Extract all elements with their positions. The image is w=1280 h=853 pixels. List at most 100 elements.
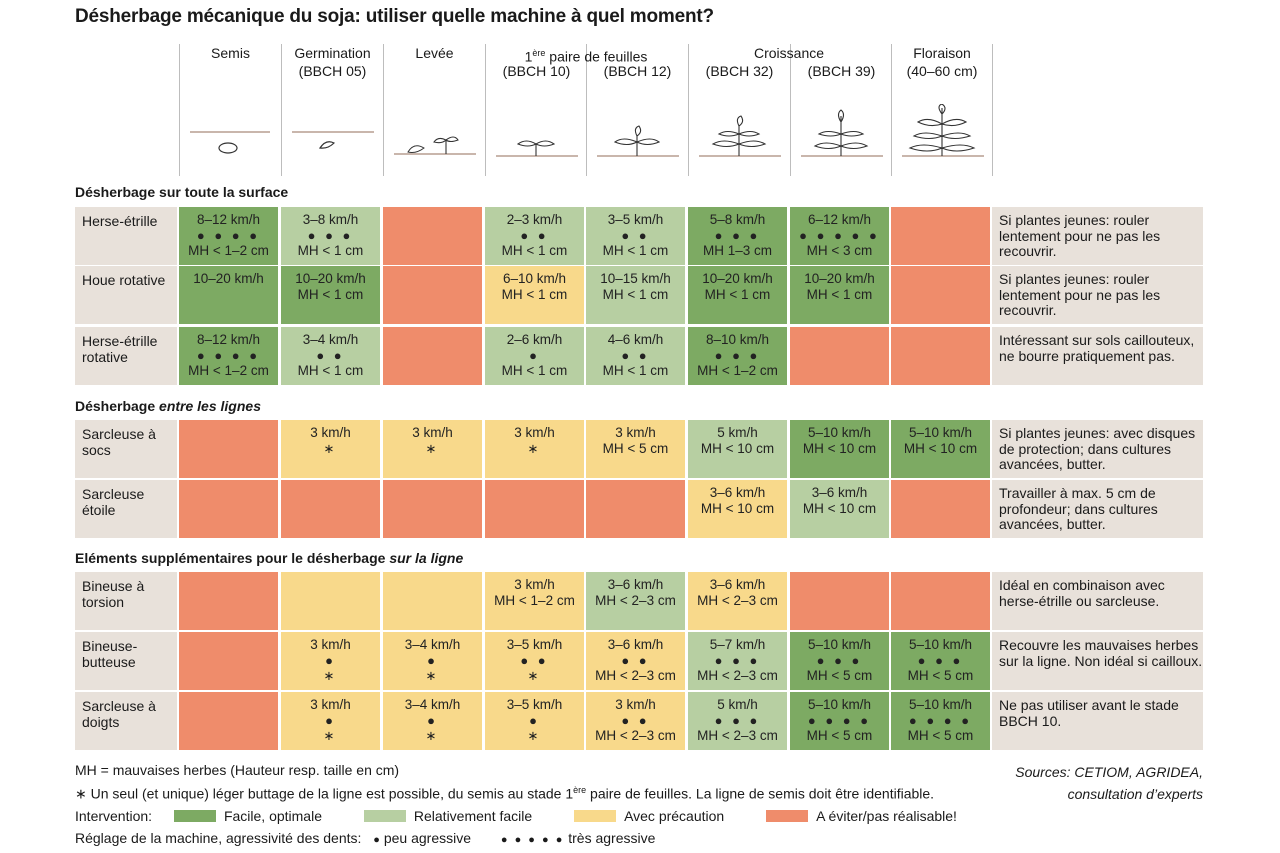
matrix-cell: 10–15 km/h MH < 1 cm	[586, 266, 685, 324]
cell-line: MH < 1 cm	[297, 243, 364, 258]
matrix-cell: 5–10 km/h MH < 10 cm	[790, 420, 889, 478]
matrix-cell	[281, 480, 380, 538]
matrix-cell: 8–12 km/h ● ● ● ● MH < 1–2 cm	[179, 327, 278, 385]
stage-sublabel: (BBCH 12)	[603, 63, 672, 79]
cell-line: ● ●	[621, 227, 650, 243]
cell-line: 2–3 km/h	[506, 212, 563, 227]
matrix-cell: 5–10 km/h ● ● ● MH < 5 cm	[790, 632, 889, 690]
cell-line: ● ● ● ●	[908, 712, 973, 728]
cell-line: MH < 1–2 cm	[697, 363, 778, 378]
sources: Sources: CETIOM, AGRIDEA, consultation d’…	[1015, 764, 1203, 802]
section-title-surface: Désherbage sur toute la surface	[75, 184, 289, 200]
matrix-cell	[485, 480, 584, 538]
cell-line: 3 km/h	[514, 577, 555, 592]
cell-line: ● ● ●	[714, 227, 761, 243]
stage-header: Floraison (40–60 cm)	[891, 44, 993, 176]
cell-line: ●	[325, 712, 336, 728]
matrix-cell: 3–6 km/h MH < 2–3 cm	[688, 572, 787, 630]
stage-label: Floraison	[913, 45, 971, 61]
matrix-cell	[281, 572, 380, 630]
matrix-cell: 3 km/h MH < 1–2 cm	[485, 572, 584, 630]
cell-line: ∗	[323, 668, 338, 683]
row-note: Intéressant sur sols caillouteux, ne bou…	[992, 327, 1203, 385]
cell-line: MH < 1–2 cm	[494, 592, 575, 608]
cell-line: 5–10 km/h	[908, 697, 973, 712]
cell-line: 3–6 km/h	[607, 637, 664, 652]
matrix-cell: 3–6 km/h MH < 10 cm	[688, 480, 787, 538]
legend-item-precaution: Avec précaution	[574, 808, 724, 824]
matrix-cell	[790, 572, 889, 630]
machine-label: Herse-étrille	[75, 207, 177, 265]
cell-line: ● ● ●	[307, 227, 354, 243]
cell-line: 6–10 km/h	[502, 271, 567, 286]
cell-line: 10–15 km/h	[600, 271, 671, 286]
cell-line: ● ● ●	[816, 652, 863, 668]
legend-swatch	[574, 810, 617, 822]
cell-line: MH < 10 cm	[802, 440, 877, 456]
footnote-star: ∗ Un seul (et unique) léger buttage de l…	[75, 785, 935, 802]
matrix-cell: 5–10 km/h ● ● ● ● MH < 5 cm	[790, 692, 889, 750]
matrix-cell: 3 km/h ● ● MH < 2–3 cm	[586, 692, 685, 750]
plant-stage-icon	[597, 125, 679, 157]
cell-line: ● ●	[621, 652, 650, 668]
cell-line: ● ● ●	[714, 347, 761, 363]
matrix-cell: 8–10 km/h ● ● ● MH < 1–2 cm	[688, 327, 787, 385]
legend-item-relativement: Relativement facile	[363, 808, 532, 824]
stage-sublabel: (BBCH 39)	[807, 63, 876, 79]
cell-line: MH < 3 cm	[806, 243, 873, 258]
cell-line: MH < 1 cm	[602, 363, 669, 378]
machine-label: Bineuse à torsion	[75, 572, 177, 630]
stage-header: (BBCH 39)	[790, 44, 892, 176]
stage-label: Levée	[415, 45, 454, 61]
matrix-cell: 3 km/h ∗	[485, 420, 584, 478]
matrix-cell: 10–20 km/h MH < 1 cm	[790, 266, 889, 324]
plant-stage-icon	[496, 140, 578, 157]
cell-line: MH < 1 cm	[602, 243, 669, 258]
cell-line: 3 km/h	[310, 637, 351, 652]
matrix-cell: 3–6 km/h MH < 2–3 cm	[586, 572, 685, 630]
stage-label: Germination	[294, 45, 371, 61]
cell-line: MH < 2–3 cm	[595, 592, 676, 608]
cell-line: ● ●	[520, 227, 549, 243]
cell-line: ● ● ●	[714, 712, 761, 728]
cell-line: MH < 1 cm	[602, 286, 669, 302]
cell-line: 5–10 km/h	[807, 697, 872, 712]
cell-line: ● ● ● ●	[196, 227, 261, 243]
matrix-cell	[383, 480, 482, 538]
row-note: Si plantes jeunes: rouler lentement pour…	[992, 207, 1203, 265]
matrix-cell	[891, 266, 990, 324]
cell-line: MH < 5 cm	[907, 728, 974, 743]
machine-label: Sarcleuse étoile	[75, 480, 177, 538]
cell-line: 3–6 km/h	[709, 485, 766, 500]
matrix-cell: 3–5 km/h ● ● MH < 1 cm	[586, 207, 685, 265]
cell-line: 3–6 km/h	[709, 577, 766, 592]
cell-line: MH < 2–3 cm	[595, 728, 676, 743]
matrix-cell	[383, 266, 482, 324]
matrix-cell: 3 km/h ● ∗	[281, 692, 380, 750]
matrix-cell: 3 km/h ∗	[281, 420, 380, 478]
cell-line: ● ●	[316, 347, 345, 363]
cell-line: ● ●	[621, 712, 650, 728]
plant-stage-icon	[699, 115, 781, 157]
row-note: Travailler à max. 5 cm de profondeur; da…	[992, 480, 1203, 538]
cell-line: ●	[529, 347, 540, 363]
plant-stage-icon	[190, 131, 270, 154]
cell-line: 4–6 km/h	[607, 332, 664, 347]
cell-line: 3–4 km/h	[302, 332, 359, 347]
cell-line: 3 km/h	[615, 425, 656, 440]
cell-line: ∗	[527, 440, 542, 456]
matrix-cell: 3 km/h ∗	[383, 420, 482, 478]
cell-line: 8–10 km/h	[705, 332, 770, 347]
cell-line: 6–12 km/h	[807, 212, 872, 227]
cell-line: 10–20 km/h	[804, 271, 875, 286]
cell-line: MH < 2–3 cm	[697, 728, 778, 743]
cell-line: 10–20 km/h	[193, 271, 264, 286]
cell-line: ∗	[323, 440, 338, 456]
legend-swatch	[173, 810, 216, 822]
cell-line: MH < 1 cm	[806, 286, 873, 302]
cell-line: ∗	[527, 728, 542, 743]
cell-line: MH < 1 cm	[501, 363, 568, 378]
cell-line: ● ● ●	[917, 652, 964, 668]
matrix-cell: 10–20 km/h	[179, 266, 278, 324]
matrix-cell: 3 km/h ● ∗	[281, 632, 380, 690]
